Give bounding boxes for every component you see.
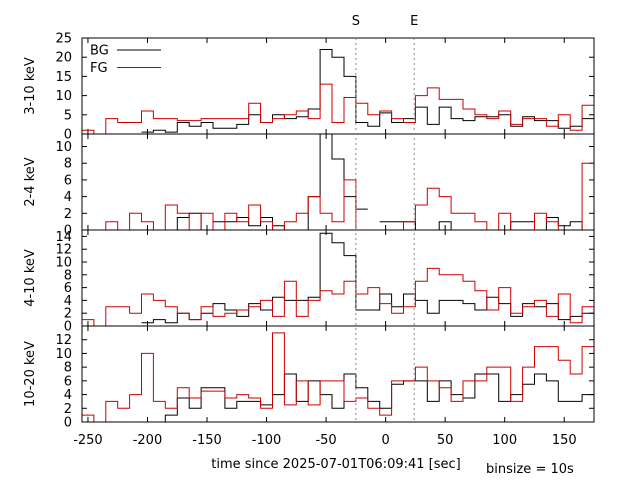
y-tick-label: 5 xyxy=(64,108,72,123)
y-tick-label: 10 xyxy=(55,256,72,271)
y-tick-label: 14 xyxy=(55,230,72,245)
x-tick-label: -200 xyxy=(133,433,163,448)
x-tick-label: -250 xyxy=(73,433,103,448)
y-tick-label: 6 xyxy=(64,281,72,296)
marker-label-E: E xyxy=(410,14,418,29)
x-tick-label: -150 xyxy=(192,433,222,448)
panel-0: 0 5 10 15 20 25 3-10 keV xyxy=(23,32,595,143)
x-tick-label: 150 xyxy=(552,433,577,448)
y-tick-label: 8 xyxy=(64,268,72,283)
y-tick-label: 15 xyxy=(55,70,72,85)
y-tick-label: 10 xyxy=(55,140,72,155)
y-tick-label: 10 xyxy=(55,89,72,104)
y-tick-label: 6 xyxy=(64,173,72,188)
y-tick-label: 2 xyxy=(64,207,72,222)
panel-frame xyxy=(81,37,595,135)
panel-frame xyxy=(81,133,595,231)
series-BG-line xyxy=(141,49,594,133)
y-axis-label: 4-10 keV xyxy=(23,249,38,307)
y-tick-label: 0 xyxy=(64,416,72,431)
series-BG-line xyxy=(153,373,594,423)
binsize-note: binsize = 10s xyxy=(486,462,574,477)
y-tick-label: 10 xyxy=(55,347,72,362)
x-tick-label: -50 xyxy=(315,433,336,448)
y-tick-label: 4 xyxy=(64,294,72,309)
x-tick-label: 100 xyxy=(492,433,517,448)
y-axis-label: 10-20 keV xyxy=(23,341,38,407)
series-BG-line xyxy=(165,133,594,231)
x-tick-label: -100 xyxy=(252,433,282,448)
x-tick-label: 0 xyxy=(381,433,389,448)
y-tick-label: 12 xyxy=(55,333,72,348)
series-BG-line xyxy=(141,232,594,324)
y-tick-label: 4 xyxy=(64,190,72,205)
legend-label-BG: BG xyxy=(90,44,109,59)
series-FG-line xyxy=(82,162,594,231)
y-tick-label: 6 xyxy=(64,374,72,389)
series-FG-line xyxy=(82,83,594,135)
marker-label-S: S xyxy=(352,14,360,29)
panel-1: 0 2 4 68 10 2-4 keV xyxy=(23,133,595,239)
y-tick-label: 12 xyxy=(55,243,72,258)
series-FG-line xyxy=(82,267,594,327)
y-tick-label: 2 xyxy=(64,307,72,322)
y-tick-label: 2 xyxy=(64,402,72,417)
y-tick-label: 8 xyxy=(64,361,72,376)
x-axis-label: time since 2025-07-01T06:09:41 [sec] xyxy=(211,457,460,472)
y-tick-label: 0 xyxy=(64,320,72,335)
y-tick-label: 4 xyxy=(64,388,72,403)
x-axis: -250 -200 -150 -100 -50 0 50 100 150 xyxy=(73,433,576,448)
series-FG-line xyxy=(82,332,594,423)
y-tick-label: 0 xyxy=(64,224,72,239)
legend: BG FG xyxy=(90,44,161,76)
panel-frame xyxy=(81,229,595,327)
y-tick-label: 0 xyxy=(64,128,72,143)
y-axis-label: 2-4 keV xyxy=(23,157,38,206)
panel-frame xyxy=(81,325,595,423)
y-tick-label: 25 xyxy=(55,32,72,47)
y-axis-label: 3-10 keV xyxy=(23,57,38,115)
legend-label-FG: FG xyxy=(90,61,108,76)
x-tick-label: 50 xyxy=(437,433,454,448)
y-tick-label: 20 xyxy=(55,51,72,66)
y-tick-label: 8 xyxy=(64,157,72,172)
